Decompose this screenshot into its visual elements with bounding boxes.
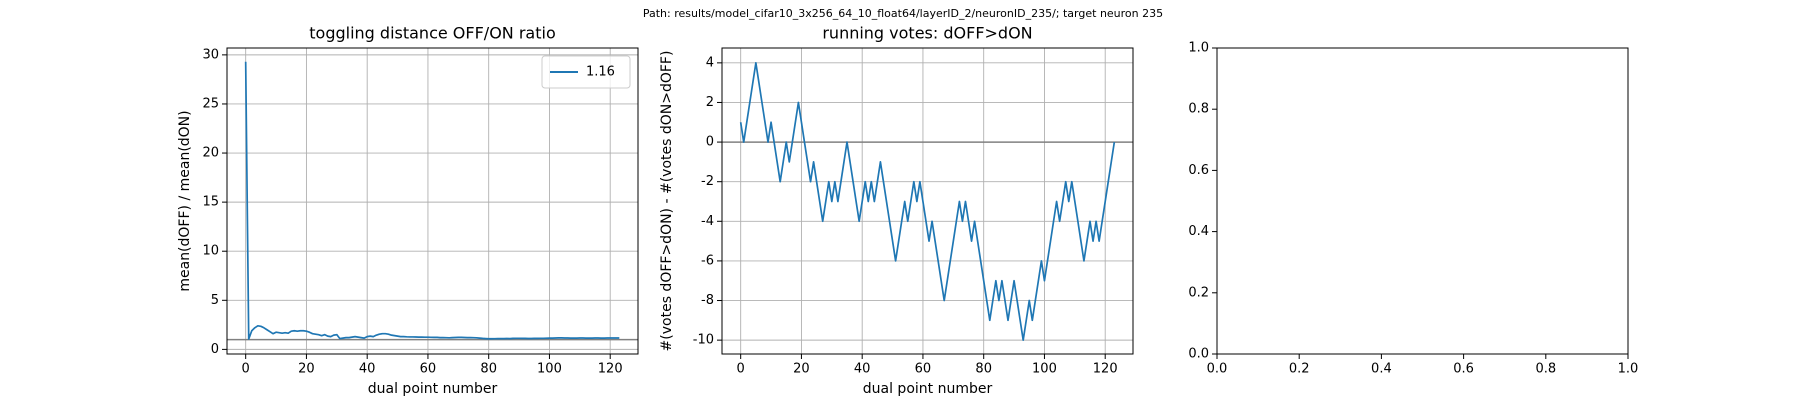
subplot: 0 20 40 60 80 100 120 -10 -8 -6 -4 -2 0 2 4 running vot… [659,24,1134,397]
x-tick-label: 20 [298,362,315,377]
y-tick-label: 0.0 [1188,347,1209,362]
y-tick-label: 10 [202,244,219,259]
x-tick-label: 120 [598,362,623,377]
y-tick-label: 5 [211,293,219,308]
y-tick-label: -4 [701,214,714,229]
y-tick-label: 1.0 [1188,41,1209,56]
y-axis-label: mean(dOFF) / mean(dON) [177,110,193,291]
data-line [739,62,1116,341]
x-tick-label: 60 [420,362,437,377]
y-tick-label: 0.2 [1188,285,1209,300]
x-tick-label: 60 [915,362,932,377]
y-tick-label: -6 [701,253,714,268]
y-tick-label: 0.6 [1188,163,1209,178]
y-tick-label: 0 [211,342,219,357]
y-axis-label: #(votes dOFF>dON) - #(votes dON>dOFF) [659,51,675,352]
x-tick-label: 100 [1032,362,1057,377]
y-tick-label: 20 [202,146,219,161]
y-tick-label: 0 [706,135,714,150]
legend-label: 1.16 [586,65,615,80]
subplot: 0.0 0.2 0.4 0.6 0.8 1.0 0.0 0.2 0.4 0.6 0.8 1.0 [1188,41,1638,377]
x-tick-label: 0.6 [1453,362,1474,377]
x-tick-label: 100 [537,362,562,377]
y-tick-label: -8 [701,293,714,308]
x-tick-label: 120 [1093,362,1118,377]
x-tick-label: 20 [793,362,810,377]
x-tick-label: 80 [480,362,497,377]
subplot-title: toggling distance OFF/ON ratio [309,24,555,43]
x-tick-label: 0 [242,362,250,377]
x-tick-label: 1.0 [1618,362,1639,377]
y-tick-label: 0.8 [1188,102,1209,117]
x-tick-label: 0.4 [1371,362,1392,377]
x-tick-label: 0 [737,362,745,377]
x-axis-label: dual point number [368,381,498,397]
y-tick-label: 30 [202,47,219,62]
axes-frame [1216,47,1629,355]
subplot: 0 20 40 60 80 100 120 0 5 10 15 20 25 30 toggling dist… [177,24,639,397]
x-tick-label: 0.2 [1289,362,1310,377]
x-tick-label: 0.0 [1207,362,1228,377]
y-tick-label: 4 [706,55,714,70]
subplot-title: running votes: dOFF>dON [822,24,1032,43]
x-axis-label: dual point number [863,381,993,397]
legend-box [541,55,631,89]
x-tick-label: 40 [359,362,376,377]
data-line [244,61,620,340]
x-tick-label: 80 [975,362,992,377]
y-tick-label: 2 [706,95,714,110]
y-tick-label: 0.4 [1188,224,1209,239]
y-tick-label: 15 [202,195,219,210]
axes-frame [721,47,1134,355]
y-tick-label: -10 [693,333,714,348]
y-tick-label: 25 [202,96,219,111]
axes-frame [226,47,639,355]
y-tick-label: -2 [701,174,714,189]
x-tick-label: 0.8 [1535,362,1556,377]
x-tick-label: 40 [854,362,871,377]
figure-title: Path: results/model_cifar10_3x256_64_10_… [643,7,1163,20]
